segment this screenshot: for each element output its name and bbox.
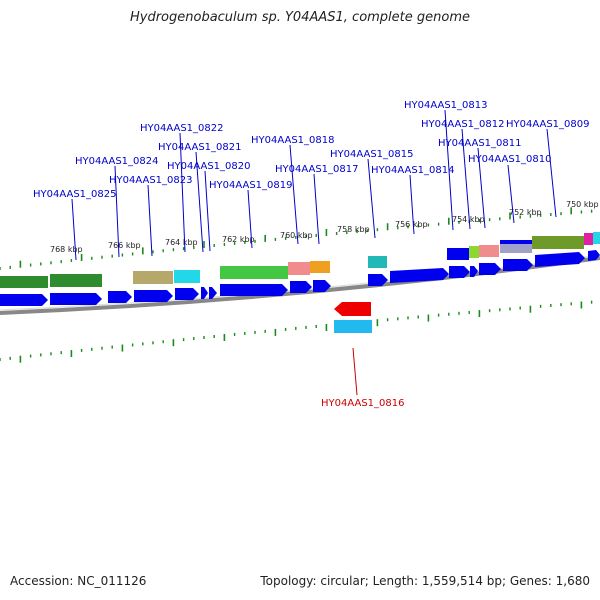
kbp-label: 754 kbp	[452, 215, 485, 224]
cog-feature	[334, 320, 372, 333]
gene-label[interactable]: HY04AAS1_0809	[506, 119, 589, 130]
gene-arrow-reverse	[334, 302, 371, 316]
gene-arrow	[220, 284, 288, 296]
gene-arrow	[479, 263, 501, 275]
gene-box	[447, 248, 469, 260]
kbp-scale: 768 kbp 766 kbp 764 kbp 762 kbp 760 kbp …	[50, 200, 599, 254]
gene-label[interactable]: HY04AAS1_0825	[33, 189, 116, 200]
label-leader-reverse	[352, 347, 358, 396]
gene-arrow	[0, 294, 48, 306]
gene-arrow	[588, 250, 600, 261]
gene-label[interactable]: HY04AAS1_0817	[275, 164, 358, 175]
kbp-label: 766 kbp	[108, 241, 141, 250]
gene-arrow	[313, 280, 331, 292]
gene-arrow	[368, 274, 388, 286]
gene-label[interactable]: HY04AAS1_0810	[468, 154, 551, 165]
gene-label[interactable]: HY04AAS1_0821	[158, 142, 241, 153]
cog-feature	[479, 245, 499, 257]
gene-label[interactable]: HY04AAS1_0823	[109, 175, 192, 186]
cog-feature	[174, 270, 200, 283]
gene-arrow	[50, 293, 102, 305]
gene-arrow	[449, 266, 470, 278]
accession-label: Accession: NC_011126	[10, 574, 147, 588]
gene-arrow	[201, 287, 208, 299]
label-leaders	[71, 109, 557, 261]
cog-feature	[220, 266, 288, 279]
cog-feature	[50, 274, 102, 287]
gene-label[interactable]: HY04AAS1_0811	[438, 138, 521, 149]
kbp-label: 758 kbp	[337, 225, 370, 234]
gene-arrow	[535, 252, 585, 267]
gene-arrow	[390, 268, 449, 283]
cog-feature-track	[0, 232, 600, 288]
gene-arrow	[175, 288, 199, 300]
kbp-label: 764 kbp	[165, 238, 198, 247]
gene-label[interactable]: HY04AAS1_0820	[167, 161, 250, 172]
gene-label[interactable]: HY04AAS1_0813	[404, 100, 487, 111]
cog-feature	[310, 261, 330, 273]
reverse-gene-track[interactable]	[334, 302, 372, 333]
gene-label[interactable]: HY04AAS1_0814	[371, 165, 454, 176]
topology-label: Topology: circular; Length: 1,559,514 bp…	[260, 574, 590, 588]
gene-label[interactable]: HY04AAS1_0812	[421, 119, 504, 130]
kbp-label: 768 kbp	[50, 245, 83, 254]
kbp-label: 752 kbp	[509, 208, 542, 217]
cog-feature	[0, 276, 48, 288]
gene-arrow	[503, 259, 533, 271]
cog-feature	[593, 232, 600, 244]
kbp-label: 762 kbp	[222, 235, 255, 244]
cog-feature	[532, 236, 584, 249]
cog-feature	[368, 256, 387, 268]
gene-arrow	[134, 290, 173, 302]
gene-label[interactable]: HY04AAS1_0815	[330, 149, 413, 160]
genome-title: Hydrogenobaculum sp. Y04AAS1, complete g…	[129, 10, 471, 25]
cog-feature	[469, 246, 479, 258]
gene-arrow	[290, 281, 312, 293]
kbp-label: 750 kbp	[566, 200, 599, 209]
gene-label[interactable]: HY04AAS1_0818	[251, 135, 334, 146]
kbp-label: 756 kbp	[395, 220, 428, 229]
locus-labels: HY04AAS1_0825 HY04AAS1_0824 HY04AAS1_082…	[33, 100, 589, 200]
gene-arrow	[108, 291, 132, 303]
gene-arrow	[209, 287, 217, 299]
gene-label[interactable]: HY04AAS1_0824	[75, 156, 158, 167]
forward-gene-track	[0, 240, 600, 306]
cog-feature	[288, 262, 310, 275]
gene-label[interactable]: HY04AAS1_0819	[209, 180, 292, 191]
kbp-label: 760 kbp	[280, 231, 313, 240]
gene-arrow	[470, 266, 478, 277]
cog-feature	[584, 233, 593, 245]
gene-box	[500, 240, 532, 244]
cog-feature	[133, 271, 173, 284]
gene-label[interactable]: HY04AAS1_0822	[140, 123, 223, 134]
gene-label-reverse[interactable]: HY04AAS1_0816	[321, 398, 404, 409]
